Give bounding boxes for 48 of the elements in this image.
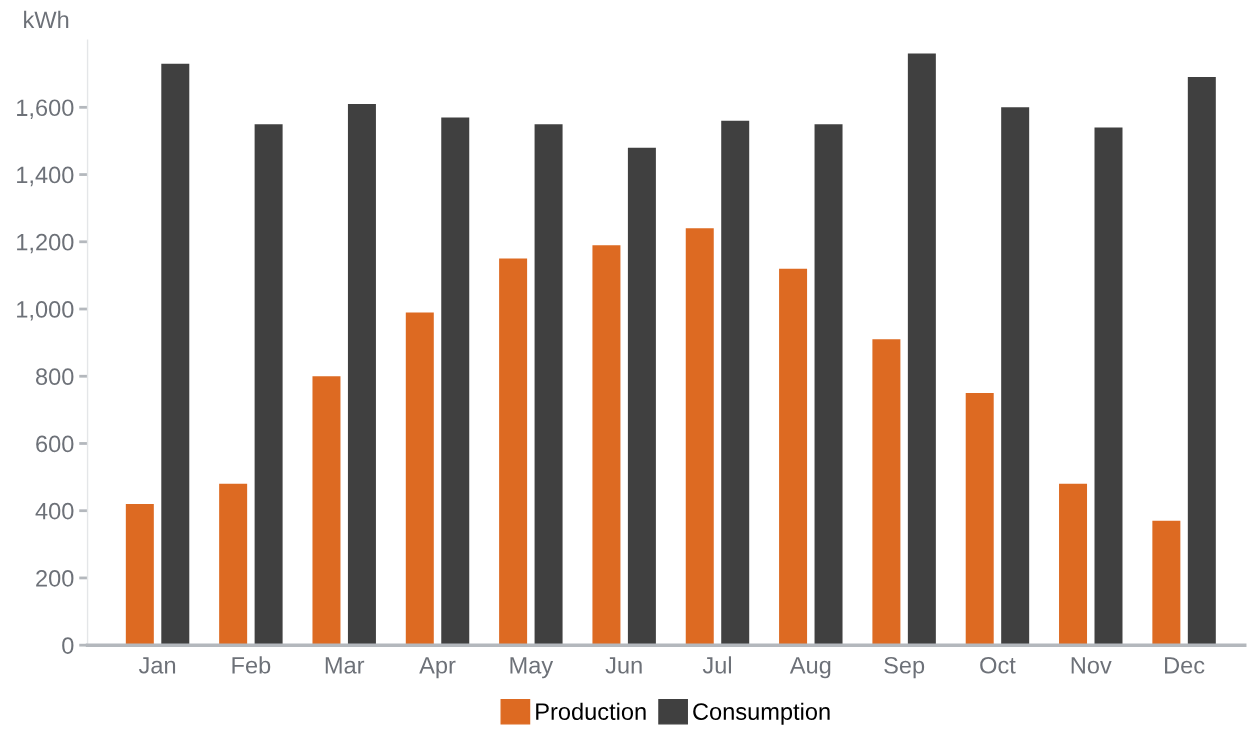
x-tick-label: Nov: [1071, 657, 1112, 674]
bar: [965, 393, 994, 646]
y-tick-label: 1,200: [17, 233, 74, 254]
x-tick-label: Jan: [138, 657, 176, 674]
x-tick-label: Jul: [702, 656, 731, 674]
bar: [592, 245, 621, 646]
x-tick-label: Oct: [980, 656, 1016, 674]
x-tick-label: Sep: [884, 656, 925, 679]
y-tick-label: 1,600: [17, 99, 74, 119]
bar: [441, 117, 470, 646]
y-tick-label: 400: [35, 502, 74, 520]
y-tick-label: 600: [36, 435, 74, 453]
bar: [347, 103, 376, 646]
bar: [1059, 483, 1088, 646]
y-tick-label: 200: [36, 570, 74, 587]
bar: [779, 268, 808, 646]
bar: [907, 53, 936, 646]
bar: [685, 228, 714, 646]
bar: [405, 312, 434, 646]
bar: [721, 120, 750, 646]
x-tick-label: May: [510, 657, 554, 679]
bar: [499, 258, 528, 646]
x-tick-label: Feb: [232, 656, 271, 674]
x-tick-label: Jun: [605, 657, 642, 674]
bar: [312, 376, 341, 646]
bar: [254, 124, 283, 646]
x-tick-label: Dec: [1165, 657, 1205, 674]
bar: [872, 339, 901, 646]
bar: [1152, 520, 1181, 646]
y-axis-title: kWh: [24, 10, 69, 28]
y-tick-label: 1,000: [17, 301, 74, 321]
bar: [534, 124, 563, 646]
y-tick-label: 1,400: [17, 166, 74, 187]
legend-label: Production: [536, 702, 646, 720]
y-tick-label: 800: [36, 368, 74, 386]
x-tick-label: Apr: [419, 657, 456, 679]
x-tick-label: Aug: [789, 657, 831, 679]
y-tick-label: 0: [62, 637, 74, 654]
bar: [219, 483, 248, 646]
bar: [1187, 77, 1216, 646]
legend-label: Consumption: [693, 702, 830, 725]
bar: [1001, 107, 1030, 646]
bar: [627, 147, 656, 646]
bar: [814, 124, 843, 646]
bar: [125, 503, 154, 646]
bar: [1094, 127, 1123, 646]
bar: [161, 63, 190, 646]
x-tick-label: Mar: [325, 657, 365, 674]
